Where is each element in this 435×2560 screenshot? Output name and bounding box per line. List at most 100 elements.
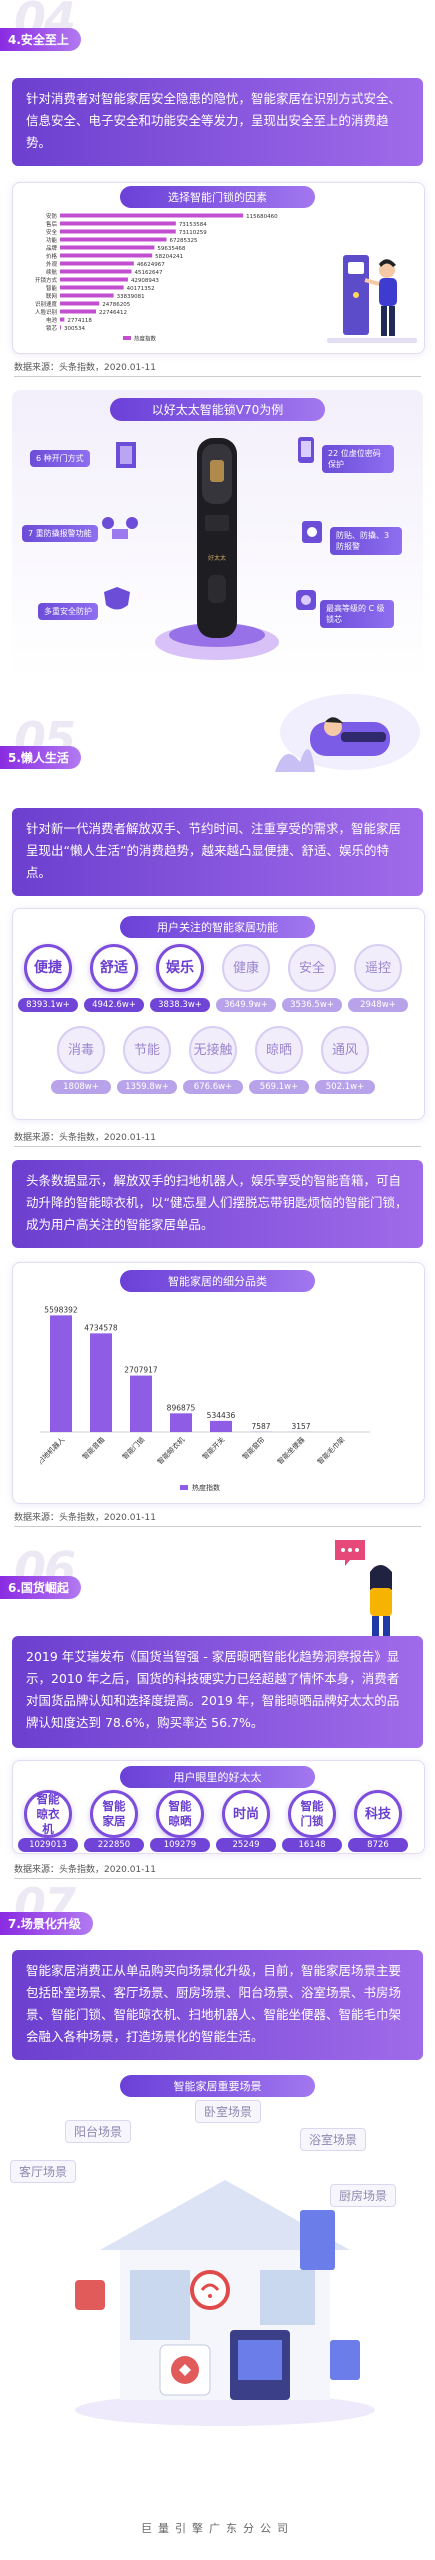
divider [14, 1146, 421, 1147]
brand-circle: 智能家居 [90, 1790, 138, 1838]
category-label: 安防 [46, 212, 58, 220]
svg-text:好太太: 好太太 [208, 554, 226, 562]
data-source: 数据来源：头条指数，2020.01-11 [14, 1513, 156, 1523]
value-label: 59635468 [157, 246, 185, 252]
value-label: 2774118 [67, 318, 92, 324]
function-value: 1808w+ [51, 1080, 111, 1094]
function-circle: 无接触 [189, 1026, 237, 1074]
value-label: 4734578 [84, 1323, 118, 1332]
bar [60, 253, 153, 258]
data-source: 数据来源：头条指数，2020.01-11 [14, 1133, 156, 1143]
bar [60, 309, 97, 314]
category-label: 品牌 [46, 244, 58, 252]
brand-value: 16148 [282, 1838, 342, 1852]
bar [60, 293, 114, 298]
intro-card: 智能家居消费正从单品购买向场景化升级，目前，智能家居场景主要包括卧室场景、客厅场… [12, 1950, 423, 2060]
legend-label: 热度指数 [192, 1483, 220, 1492]
category-label: 智能 [46, 284, 58, 292]
feature-tag: 防贴、防撬、3 防报警 [330, 527, 402, 555]
category-label: 售后 [46, 220, 58, 228]
legend-swatch [180, 1485, 188, 1490]
intro-card: 针对新一代消费者解放双手、节约时间、注重享受的需求，智能家居呈现出“懒人生活”的… [12, 808, 423, 896]
category-label: 锁芯 [46, 324, 58, 332]
category-label: 智能坐便器 [275, 1435, 306, 1466]
shield-icon [104, 587, 130, 610]
bar [130, 1375, 152, 1432]
function-value: 4942.6w+ [84, 998, 144, 1012]
scene-label: 客厅场景 [10, 2160, 77, 2183]
person-lock-illustration [327, 255, 417, 343]
lock-factor-chart: 安防 115680460 售后 73153584 安全 73110259 功能 6728532… [35, 212, 278, 343]
value-label: 73110259 [179, 230, 207, 236]
category-label: 安全 [46, 228, 58, 236]
divider [14, 1526, 421, 1527]
category-label: 价格 [46, 252, 58, 260]
drone-icon [102, 517, 138, 539]
category-label: 智能门锁 [120, 1435, 146, 1461]
bar [50, 1315, 72, 1432]
category-chart: 5598392 扫地机器人 4734578 智能音箱 2707917 智能门锁 896875… [40, 1305, 370, 1492]
value-label: 45162647 [135, 270, 163, 276]
bar [60, 317, 65, 322]
bar [210, 1420, 232, 1432]
category-label: 外观 [46, 260, 58, 268]
smart-lock-illustration: 好太太 [155, 438, 279, 660]
function-circle: 遥控 [354, 944, 402, 992]
cylinder-icon [296, 590, 316, 610]
scene-label: 卧室场景 [195, 2100, 262, 2123]
value-label: 33839081 [117, 294, 145, 300]
bar [60, 245, 155, 250]
function-value: 1359.8w+ [117, 1080, 177, 1094]
bar [60, 301, 100, 306]
value-label: 115680460 [246, 214, 278, 220]
info-card: 头条数据显示，解放双手的扫地机器人，娱乐享受的智能音箱，可自动升降的智能晾衣机，… [12, 1160, 423, 1248]
girl-illustration [335, 1540, 392, 1644]
divider [14, 376, 421, 377]
brand-value: 25249 [216, 1838, 276, 1852]
scene-label: 浴室场景 [300, 2128, 367, 2151]
door-icon [116, 442, 136, 468]
data-source: 数据来源：头条指数，2020.01-11 [14, 363, 156, 373]
value-label: 7587 [251, 1422, 270, 1431]
function-circle: 便捷 [24, 944, 72, 992]
function-value: 3536.5w+ [282, 998, 342, 1012]
category-label: 识别速度 [35, 300, 58, 308]
value-label: 3157 [291, 1422, 310, 1431]
brand-value: 1029013 [18, 1838, 78, 1852]
bar [60, 229, 176, 234]
intro-card: 2019 年艾瑞发布《国货当智强 - 家居晾晒智能化趋势洞察报告》显示，2010… [12, 1636, 423, 1748]
brand-value: 8726 [348, 1838, 408, 1852]
category-label: 智能音箱 [80, 1435, 106, 1461]
alarm-icon [302, 521, 322, 543]
category-label: 扫地机器人 [40, 1435, 66, 1466]
function-value: 2948w+ [348, 998, 408, 1012]
bar [60, 237, 167, 242]
category-label: 智能晾衣机 [155, 1435, 186, 1466]
bar [60, 221, 176, 226]
section-title: 7.场景化升级 [0, 1912, 93, 1935]
function-circle: 舒适 [90, 944, 138, 992]
category-label: 功能 [46, 236, 58, 244]
scenes-title: 智能家居重要场景 [120, 2075, 315, 2097]
category-label: 人脸识别 [35, 308, 57, 316]
brand-title: 用户眼里的好太太 [120, 1766, 315, 1788]
phone-icon [298, 437, 314, 463]
scene-label: 阳台场景 [65, 2120, 132, 2143]
function-circle: 安全 [288, 944, 336, 992]
category-label: 联网 [46, 292, 58, 300]
function-circle: 晾晒 [255, 1026, 303, 1074]
value-label: 896875 [167, 1403, 196, 1412]
category-label: 智能开关 [200, 1435, 226, 1461]
function-title: 用户关注的智能家居功能 [120, 916, 315, 938]
category-title: 智能家居的细分品类 [120, 1270, 315, 1292]
value-label: 22746412 [99, 310, 127, 316]
function-value: 3838.3w+ [150, 998, 210, 1012]
intro-card: 针对消费者对智能家居安全隐患的隐忧，智能家居在识别方式安全、信息安全、电子安全和… [12, 78, 423, 166]
bar [60, 285, 124, 290]
feature-tag: 7 重防撬报警功能 [22, 525, 98, 542]
smart-house-illustration [75, 2180, 375, 2426]
bar [60, 213, 244, 218]
function-circle: 通风 [321, 1026, 369, 1074]
brand-circle: 智能门锁 [288, 1790, 336, 1838]
footer-credit: 巨量引擎广东分公司 [141, 2522, 294, 2535]
